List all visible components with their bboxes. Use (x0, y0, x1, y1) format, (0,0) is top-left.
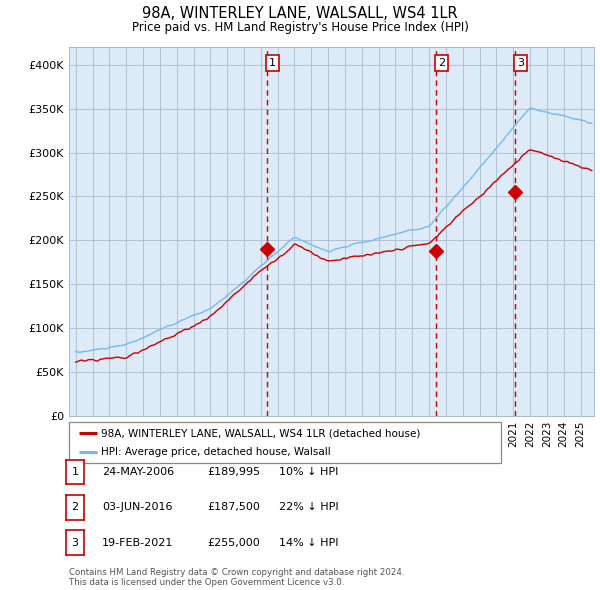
Text: 3: 3 (71, 538, 79, 548)
Text: 03-JUN-2016: 03-JUN-2016 (102, 503, 173, 512)
Text: Contains HM Land Registry data © Crown copyright and database right 2024.
This d: Contains HM Land Registry data © Crown c… (69, 568, 404, 587)
FancyBboxPatch shape (69, 422, 501, 463)
Text: 24-MAY-2006: 24-MAY-2006 (102, 467, 174, 477)
Text: 2: 2 (71, 503, 79, 512)
Text: 98A, WINTERLEY LANE, WALSALL, WS4 1LR (detached house): 98A, WINTERLEY LANE, WALSALL, WS4 1LR (d… (101, 428, 421, 438)
Text: 98A, WINTERLEY LANE, WALSALL, WS4 1LR: 98A, WINTERLEY LANE, WALSALL, WS4 1LR (142, 6, 458, 21)
Text: £255,000: £255,000 (207, 538, 260, 548)
Text: 3: 3 (517, 58, 524, 68)
Text: 1: 1 (71, 467, 79, 477)
Text: 19-FEB-2021: 19-FEB-2021 (102, 538, 173, 548)
Text: 1: 1 (269, 58, 276, 68)
Text: 10% ↓ HPI: 10% ↓ HPI (279, 467, 338, 477)
Text: Price paid vs. HM Land Registry's House Price Index (HPI): Price paid vs. HM Land Registry's House … (131, 21, 469, 34)
Text: £187,500: £187,500 (207, 503, 260, 512)
Text: 14% ↓ HPI: 14% ↓ HPI (279, 538, 338, 548)
Text: £189,995: £189,995 (207, 467, 260, 477)
Text: 2: 2 (438, 58, 445, 68)
Text: HPI: Average price, detached house, Walsall: HPI: Average price, detached house, Wals… (101, 447, 331, 457)
Text: 22% ↓ HPI: 22% ↓ HPI (279, 503, 338, 512)
